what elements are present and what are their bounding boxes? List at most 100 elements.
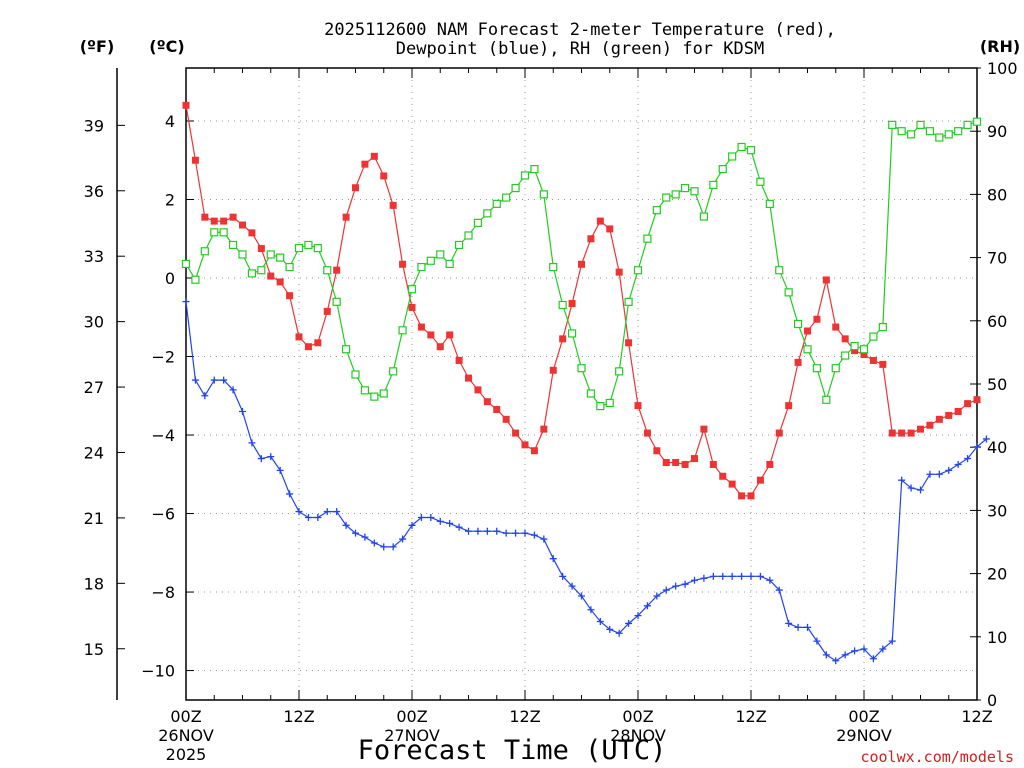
temperature-point <box>248 229 256 237</box>
rh-point <box>539 190 548 199</box>
rh-point <box>737 142 746 152</box>
temperature-point <box>295 333 303 341</box>
dewpoint-point <box>747 572 755 580</box>
dewpoint-point <box>653 592 661 600</box>
rh-point <box>615 367 624 376</box>
temperature-point <box>399 260 407 268</box>
temperature-point <box>879 360 887 368</box>
rh-point <box>699 212 709 221</box>
temperature-point <box>352 184 359 192</box>
temperature-point <box>860 351 868 359</box>
rh-tick-label: 70 <box>987 249 1007 268</box>
dewpoint-point <box>502 529 510 537</box>
rh-point <box>407 285 417 294</box>
temperature-point <box>917 425 924 433</box>
fahrenheit-tick-label: 33 <box>84 247 104 266</box>
temperature-point <box>530 447 538 455</box>
temperature-point <box>455 356 463 364</box>
rh-point <box>624 297 633 306</box>
temperature-point <box>559 335 567 343</box>
temperature-point <box>625 339 633 347</box>
dewpoint-point <box>276 466 284 474</box>
rh-tick-label: 40 <box>987 438 1007 457</box>
temperature-point <box>738 492 746 500</box>
rh-point <box>728 152 737 161</box>
temperature-point <box>323 307 331 315</box>
dewpoint-point <box>455 523 463 531</box>
dewpoint-point <box>606 625 614 633</box>
rh-point <box>577 364 586 373</box>
rh-tick-label: 30 <box>987 501 1007 520</box>
temperature-point <box>342 213 350 221</box>
rh-point <box>294 244 304 253</box>
temperature-point <box>785 402 793 410</box>
temperature-point <box>954 407 962 415</box>
time-tick-date: 27NOV <box>384 726 440 745</box>
dewpoint-point <box>220 376 228 384</box>
rh-point <box>473 218 483 227</box>
rh-point <box>247 269 257 278</box>
dewpoint-point <box>634 612 642 620</box>
dewpoint-point <box>794 623 802 631</box>
time-tick-year: 2025 <box>166 745 207 764</box>
time-tick-label: 12Z <box>735 707 766 726</box>
rh-point <box>520 171 530 180</box>
dewpoint-point <box>860 645 868 653</box>
dewpoint-point <box>474 527 482 535</box>
celsius-tick-label: −4 <box>151 426 175 445</box>
left-unit-fahrenheit: (ºF) <box>80 37 115 56</box>
left-unit-celsius: (ºC) <box>149 37 184 56</box>
temperature-series <box>182 101 981 500</box>
temperature-point <box>907 429 915 437</box>
dewpoint-point <box>248 439 256 447</box>
x-axis-label: Forecast Time (UTC) <box>358 735 667 766</box>
fahrenheit-tick-label: 30 <box>84 313 104 332</box>
time-tick-label: 00Z <box>396 707 427 726</box>
watermark: coolwx.com/models <box>860 748 1014 766</box>
rh-point <box>558 300 567 310</box>
dewpoint-point <box>417 513 425 521</box>
temperature-point <box>888 429 896 437</box>
temperature-point <box>766 460 774 468</box>
rh-point <box>219 228 228 237</box>
rh-point <box>869 332 878 341</box>
dewpoint-point <box>728 572 736 580</box>
fahrenheit-tick-label: 21 <box>84 509 104 528</box>
temperature-point <box>361 160 369 168</box>
rh-point <box>304 240 313 250</box>
temperature-point <box>229 213 237 221</box>
temperature-point <box>672 459 680 467</box>
rh-point <box>888 120 897 129</box>
rh-point <box>445 259 454 269</box>
dewpoint-point <box>314 513 322 521</box>
celsius-tick-label: −2 <box>151 348 175 367</box>
temperature-point <box>191 156 199 164</box>
dewpoint-point <box>399 535 407 543</box>
dewpoint-point <box>540 535 548 543</box>
dewpoint-point <box>945 466 953 474</box>
temperature-point <box>709 460 717 468</box>
dewpoint-point <box>239 407 246 415</box>
dewpoint-point <box>917 486 924 494</box>
dewpoint-point <box>446 519 454 527</box>
temperature-point <box>502 415 510 423</box>
temperature-point <box>276 278 284 286</box>
rh-point <box>238 250 247 259</box>
dewpoint-point <box>465 527 472 535</box>
dewpoint-point <box>935 470 943 478</box>
temperature-point <box>851 347 859 355</box>
rh-point <box>257 266 266 275</box>
temperature-point <box>201 213 209 221</box>
time-tick-label: 12Z <box>961 707 992 726</box>
rh-point <box>793 319 803 329</box>
rh-point <box>954 127 963 136</box>
temperature-point <box>210 217 218 225</box>
dewpoint-point <box>267 453 275 461</box>
rh-point <box>586 389 596 398</box>
dewpoint-point <box>700 574 708 582</box>
rh-point <box>379 389 388 398</box>
dewpoint-point <box>625 619 633 627</box>
rh-point <box>746 146 756 155</box>
rh-point <box>935 133 944 142</box>
